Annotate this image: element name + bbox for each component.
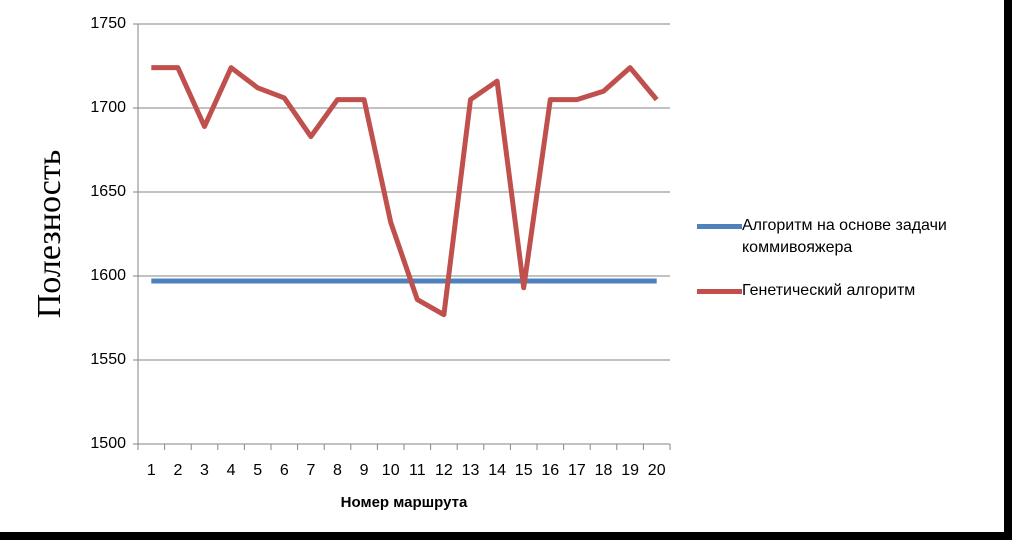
x-tick-label: 6 [280,462,289,479]
legend-label: Генетический алгоритм [742,282,916,299]
x-tick-label: 1 [147,462,156,479]
x-tick-label: 2 [173,462,182,479]
x-tick-label: 15 [515,462,533,479]
y-tick-label: 1550 [90,351,126,368]
x-tick-label: 14 [488,462,506,479]
x-tick-label: 12 [435,462,453,479]
x-tick-label: 16 [541,462,559,479]
y-tick-label: 1600 [90,267,126,284]
legend-label: Алгоритм на основе задачи коммивояжера [742,217,947,256]
legend-swatch [697,224,742,229]
chart-background [0,0,1004,532]
y-tick-label: 1700 [90,99,126,116]
x-tick-label: 7 [306,462,315,479]
x-tick-label: 19 [621,462,639,479]
series-line [151,65,659,318]
x-tick-label: 18 [595,462,613,479]
x-tick-label: 13 [462,462,480,479]
x-tick-label: 3 [200,462,209,479]
legend-item: Генетический алгоритм [697,280,997,302]
y-tick-label: 1750 [90,15,126,32]
x-tick-label: 11 [409,462,426,479]
x-tick-label: 17 [568,462,586,479]
x-tick-label: 9 [360,462,369,479]
x-tick-label: 10 [382,462,400,479]
x-tick-label: 4 [227,462,236,479]
x-tick-label: 20 [648,462,666,479]
y-axis-title: Полезность [31,150,68,319]
legend-item: Алгоритм на основе задачи коммивояжера [697,215,997,259]
legend-swatch [697,289,742,294]
x-tick-label: 8 [333,462,342,479]
y-tick-label: 1650 [90,183,126,200]
y-tick-label: 1500 [90,435,126,452]
x-tick-label: 5 [253,462,262,479]
x-axis-title: Номер маршрута [341,494,468,511]
